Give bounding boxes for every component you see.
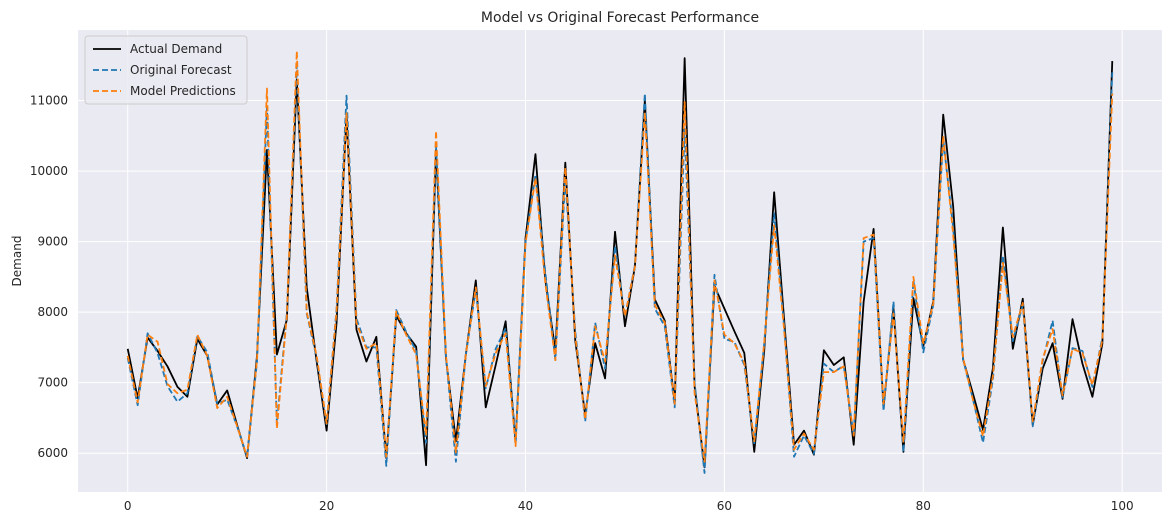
series-lines	[126, 50, 1114, 474]
legend-label: Actual Demand	[130, 42, 222, 56]
tick-labels: 6000 7000 8000 9000 10000 11000 0 20 40 60 80 100	[30, 94, 1134, 513]
legend-label: Model Predictions	[130, 84, 236, 98]
plot-background	[78, 30, 1162, 492]
y-tick-label: 6000	[37, 446, 68, 460]
chart-title: Model vs Original Forecast Performance	[481, 10, 759, 26]
legend-label: Original Forecast	[130, 63, 232, 77]
y-tick-label: 7000	[37, 376, 68, 390]
y-tick-label: 9000	[37, 235, 68, 249]
x-tick-label: 0	[124, 499, 132, 513]
legend: Actual Demand Original Forecast Model Pred…	[84, 35, 248, 105]
y-tick-label: 10000	[30, 164, 68, 178]
x-tick-label: 80	[916, 499, 931, 513]
x-tick-label: 40	[518, 499, 533, 513]
y-axis-label: Demand	[10, 236, 24, 287]
y-tick-label: 11000	[30, 94, 68, 108]
legend-box	[84, 35, 248, 105]
x-tick-label: 60	[717, 499, 732, 513]
x-tick-label: 100	[1111, 499, 1134, 513]
y-tick-label: 8000	[37, 305, 68, 319]
series-line-model-predictions	[126, 50, 1114, 463]
x-tick-label: 20	[319, 499, 334, 513]
